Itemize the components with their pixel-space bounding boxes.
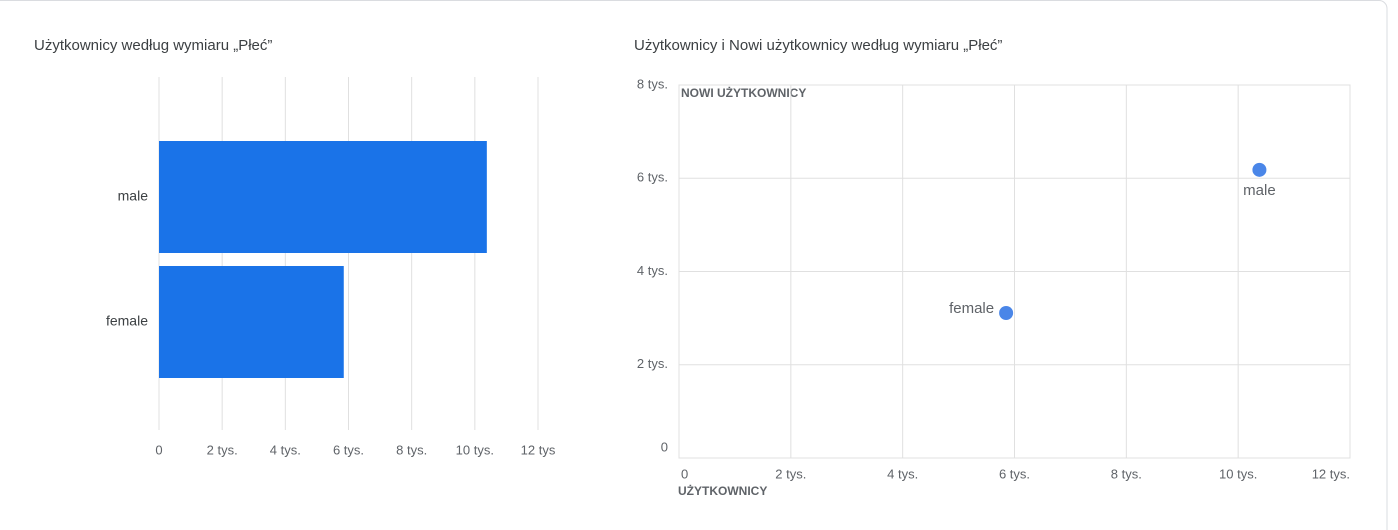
x-tick-label: 8 tys. — [396, 442, 427, 457]
y-tick-label: female — [106, 313, 148, 329]
bar — [159, 141, 487, 253]
x-axis-title: UŻYTKOWNICY — [678, 483, 767, 498]
y-axis-title: NOWI UŻYTKOWNICY — [681, 85, 806, 100]
point — [999, 305, 1014, 320]
y-tick-label: 6 tys. — [637, 170, 668, 185]
x-tick-label: 12 tys — [521, 442, 556, 457]
x-tick-label: 2 tys. — [207, 442, 238, 457]
y-tick-label: 8 tys. — [637, 76, 668, 91]
x-tick-label: 10 tys. — [1219, 466, 1257, 481]
point-label: female — [949, 300, 994, 317]
x-tick-label: 4 tys. — [887, 466, 918, 481]
point-label: male — [1243, 182, 1276, 199]
x-tick-label: 8 tys. — [1111, 466, 1142, 481]
chart-title: Użytkownicy według wymiaru „Płeć” — [34, 37, 272, 54]
y-tick-label: 0 — [661, 439, 668, 454]
x-tick-label: 0 — [681, 466, 688, 481]
x-tick-label: 4 tys. — [270, 442, 301, 457]
x-tick-label: 0 — [155, 442, 162, 457]
x-tick-label: 12 tys. — [1312, 466, 1350, 481]
point — [1252, 162, 1267, 177]
chart-title: Użytkownicy i Nowi użytkownicy według wy… — [634, 37, 1002, 54]
x-tick-label: 6 tys. — [999, 466, 1030, 481]
y-tick-label: 2 tys. — [637, 356, 668, 371]
x-tick-label: 2 tys. — [775, 466, 806, 481]
y-tick-label: male — [118, 188, 149, 204]
x-tick-label: 10 tys. — [456, 442, 494, 457]
x-tick-label: 6 tys. — [333, 442, 364, 457]
bar — [159, 266, 344, 378]
y-tick-label: 4 tys. — [637, 263, 668, 278]
